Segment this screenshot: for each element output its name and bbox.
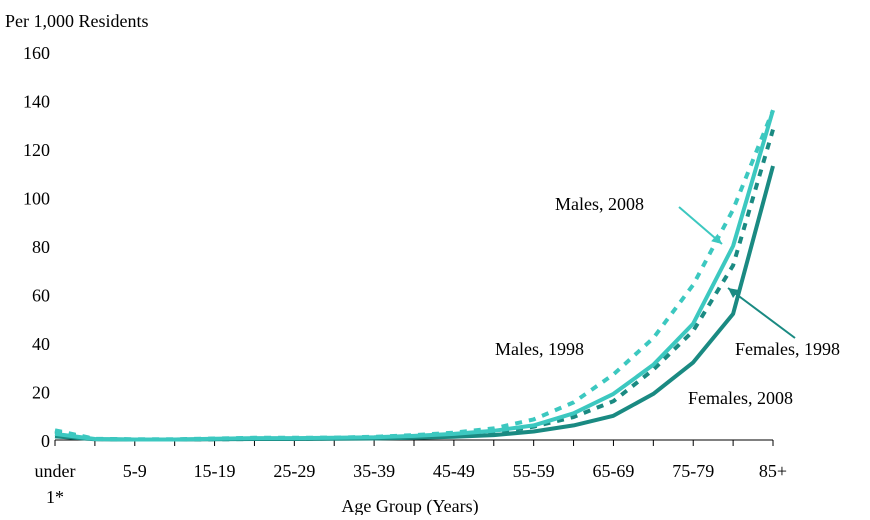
x-tick-label: 65-69 xyxy=(592,461,634,481)
x-tick-label: 15-19 xyxy=(194,461,236,481)
y-tick-label: 80 xyxy=(32,237,50,257)
x-tick-label: 55-59 xyxy=(513,461,555,481)
y-tick-label: 40 xyxy=(32,334,50,354)
y-axis: 0 20 40 60 80 100 120 140 160 xyxy=(23,43,50,451)
annotation-arrow xyxy=(727,287,796,339)
y-tick-label: 100 xyxy=(23,189,50,209)
x-tick-label: 1* xyxy=(46,487,64,507)
y-tick-label: 20 xyxy=(32,383,50,403)
y-axis-label: Per 1,000 Residents xyxy=(5,11,149,31)
annotation-arrowhead xyxy=(711,233,722,244)
series-line-females-1998 xyxy=(54,129,775,442)
annotation-arrowhead xyxy=(728,288,740,298)
annotation-layer: Males, 2008 Males, 1998 Females, 1998 Femal… xyxy=(495,194,840,408)
x-tick-label: 5-9 xyxy=(123,461,147,481)
x-tick-label: 45-49 xyxy=(433,461,475,481)
x-tick-label: 25-29 xyxy=(273,461,315,481)
x-tick-label: 75-79 xyxy=(672,461,714,481)
series-layer xyxy=(54,109,775,442)
y-tick-label: 60 xyxy=(32,286,50,306)
series-line-males-1998 xyxy=(54,109,775,442)
y-tick-label: 140 xyxy=(23,92,50,112)
x-tick-label: under xyxy=(35,461,76,481)
annotation-label: Females, 2008 xyxy=(688,388,793,408)
annotation-label: Females, 1998 xyxy=(735,339,840,359)
x-tick-label: 35-39 xyxy=(353,461,395,481)
annotation-label: Males, 2008 xyxy=(555,194,644,214)
annotation-label: Males, 1998 xyxy=(495,339,584,359)
x-axis: under 1* 5-9 15-19 25-29 35-39 45-49 55-59 65-69… xyxy=(35,439,787,507)
x-tick-label: 85+ xyxy=(759,461,787,481)
series-line-males-2008 xyxy=(54,109,775,442)
y-tick-label: 160 xyxy=(23,43,50,63)
x-axis-label: Age Group (Years) xyxy=(341,496,478,515)
y-tick-label: 0 xyxy=(41,431,50,451)
y-tick-label: 120 xyxy=(23,140,50,160)
series-line-females-2008 xyxy=(54,165,775,442)
